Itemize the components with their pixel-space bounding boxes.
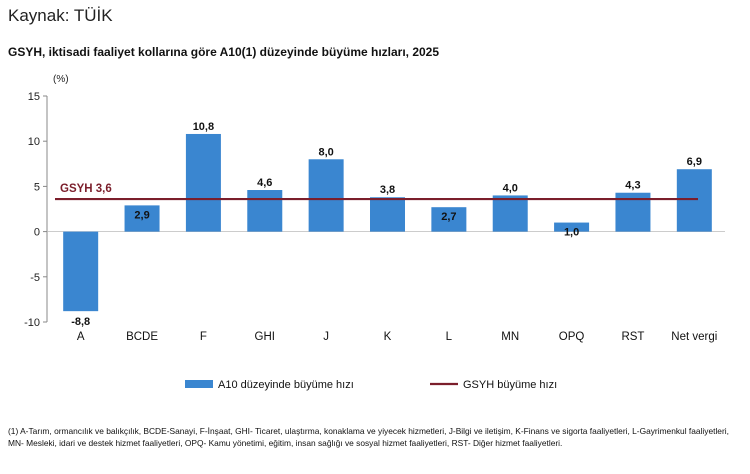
x-tick-label: MN	[501, 331, 519, 343]
bar-mn	[492, 195, 528, 232]
bar-ghi	[247, 190, 283, 232]
source-label: Kaynak: TÜİK	[8, 6, 113, 25]
x-tick-label: BCDE	[126, 331, 158, 343]
bar-value-label: 1,0	[564, 227, 579, 239]
bar-value-label: 2,9	[134, 209, 149, 221]
x-tick-label: GHI	[255, 331, 275, 343]
legend-label-line: GSYH büyüme hızı	[463, 379, 557, 391]
bar-value-label: 10,8	[193, 121, 214, 133]
bar-value-label: -8,8	[71, 316, 90, 328]
x-tick-label: A	[77, 331, 85, 343]
x-tick-label: K	[384, 331, 392, 343]
x-tick-label: J	[323, 331, 329, 343]
bar-value-label: 8,0	[318, 146, 333, 158]
bar-value-label: 6,9	[687, 156, 702, 168]
bar-l	[431, 207, 467, 232]
y-tick-label: 0	[34, 227, 40, 239]
legend-swatch-bars	[185, 380, 213, 388]
bar-value-label: 2,7	[441, 211, 456, 223]
bar-value-label: 4,0	[503, 182, 518, 194]
bar-j	[308, 159, 344, 232]
bar-a	[63, 231, 99, 312]
bar-chart: (%) 15 10 5 0 -5 -10 -8,8 A 2,9 BCDE 10,8 F 4,6 GHI 8,0…	[24, 74, 725, 391]
x-tick-label: OPQ	[559, 331, 585, 343]
footnote: (1) A-Tarım, ormancılık ve balıkçılık, B…	[8, 426, 729, 448]
y-tick-label: -10	[24, 317, 40, 329]
y-tick-label: -5	[30, 272, 40, 284]
y-tick-label: 5	[34, 181, 40, 193]
bar-opq	[554, 222, 590, 232]
x-tick-label: Net vergi	[671, 331, 717, 343]
bar-value-label: 3,8	[380, 184, 395, 196]
y-tick-label: 15	[28, 91, 40, 103]
bar-k	[370, 197, 405, 232]
bar-bcde	[124, 205, 160, 232]
gsyh-reference-label: GSYH 3,6	[60, 183, 112, 195]
bar-f	[185, 133, 221, 232]
chart-title: GSYH, iktisadi faaliyet kollarına göre A…	[8, 45, 440, 59]
y-tick-label: 10	[28, 136, 40, 148]
bar-net-vergi	[676, 169, 712, 232]
x-tick-label: RST	[621, 331, 644, 343]
bar-value-label: 4,6	[257, 177, 272, 189]
x-tick-label: F	[200, 331, 207, 343]
legend-label-bars: A10 düzeyinde büyüme hızı	[218, 379, 354, 391]
bar-value-label: 4,3	[625, 180, 640, 192]
x-tick-label: L	[446, 331, 453, 343]
y-axis-label: (%)	[53, 74, 69, 85]
